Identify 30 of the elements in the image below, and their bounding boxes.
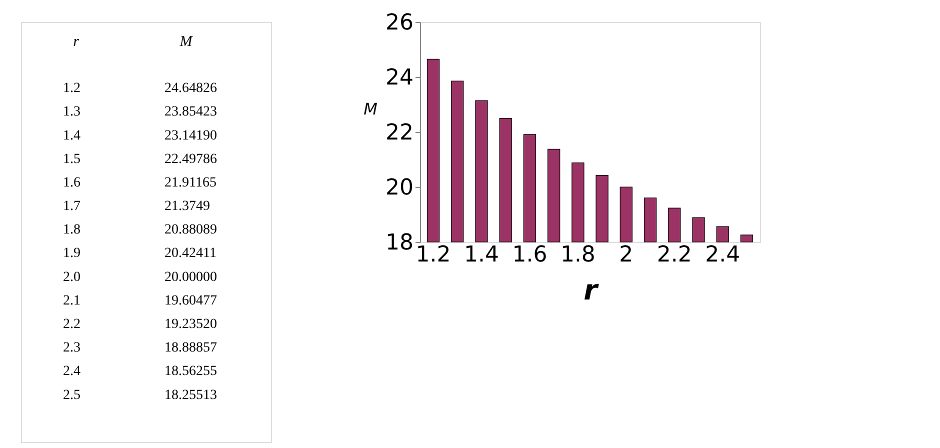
category-label: 1.6 21.91165 bbox=[63, 175, 216, 190]
text: 2.1 19.60477 bbox=[63, 293, 217, 308]
text: 2.3 18.88857 bbox=[63, 340, 217, 356]
y-axis-title: M bbox=[364, 100, 378, 118]
y-tick-label: 24 bbox=[386, 66, 414, 90]
text: r bbox=[73, 34, 80, 50]
y-tick-label: 26 bbox=[386, 10, 414, 36]
y-tick-label: 18 bbox=[386, 230, 414, 256]
x-tick-label: 1.6 bbox=[512, 242, 548, 268]
text: 2.0 20.00000 bbox=[63, 270, 217, 285]
x-axis-title: r bbox=[584, 274, 600, 306]
x-tick-label: 1.8 bbox=[560, 242, 596, 268]
text: 1.9 20.42411 bbox=[63, 246, 216, 262]
category-label: 2.4 18.56255 bbox=[63, 364, 217, 380]
category-label: 1.4 23.14190 bbox=[63, 128, 217, 144]
text: 2.5 18.25513 bbox=[63, 388, 217, 403]
x-tick-label: 1.4 bbox=[464, 242, 499, 268]
text: 1.3 23.85423 bbox=[63, 104, 217, 120]
x-tick-label: 2.2 bbox=[656, 242, 692, 268]
x-tick-label: 2 bbox=[619, 242, 634, 268]
text: 1.5 22.49786 bbox=[63, 152, 217, 167]
category-label: 1.8 20.88089 bbox=[63, 222, 217, 238]
category-label: 1.2 24.64826 bbox=[63, 81, 217, 96]
category-label: 2.2 19.23520 bbox=[63, 317, 217, 332]
y-tick-label: 22 bbox=[386, 120, 414, 146]
text: M bbox=[178, 34, 194, 50]
text: 1.7 21.3749 bbox=[63, 199, 210, 214]
y-tick-label: 20 bbox=[386, 176, 414, 200]
x-tick-label: 2.4 bbox=[705, 242, 740, 268]
x-tick-label: 1.2 bbox=[416, 242, 451, 268]
